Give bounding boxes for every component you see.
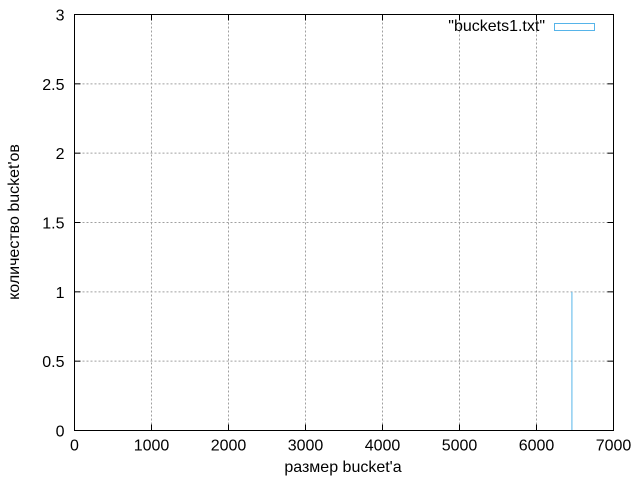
legend-swatch (554, 23, 595, 31)
y-tick-label: 1 (56, 285, 65, 302)
legend-label: "buckets1.txt" (448, 18, 545, 35)
y-tick-labels: 0 0.5 1 1.5 2 2.5 3 (42, 8, 64, 441)
x-tick-label: 5000 (442, 438, 478, 455)
legend: "buckets1.txt" (448, 18, 595, 35)
y-tick-label: 3 (56, 8, 65, 25)
x-tick-label: 0 (70, 438, 79, 455)
y-tick-label: 2 (56, 146, 65, 163)
y-axis-title: количество bucket'ов (6, 144, 23, 300)
grid (74, 14, 614, 431)
ticks (74, 14, 614, 431)
x-tick-label: 3000 (288, 438, 324, 455)
x-tick-labels: 0 1000 2000 3000 4000 5000 6000 7000 (70, 438, 631, 455)
x-axis-title: размер bucket'a (284, 459, 401, 476)
x-tick-label: 4000 (365, 438, 401, 455)
x-tick-label: 7000 (596, 438, 632, 455)
y-tick-label: 1.5 (42, 216, 64, 233)
x-tick-label: 2000 (211, 438, 247, 455)
x-tick-label: 6000 (519, 438, 555, 455)
y-tick-label: 2.5 (42, 77, 64, 94)
y-tick-label: 0 (56, 424, 65, 441)
y-tick-label: 0.5 (42, 354, 64, 371)
x-tick-label: 1000 (134, 438, 170, 455)
